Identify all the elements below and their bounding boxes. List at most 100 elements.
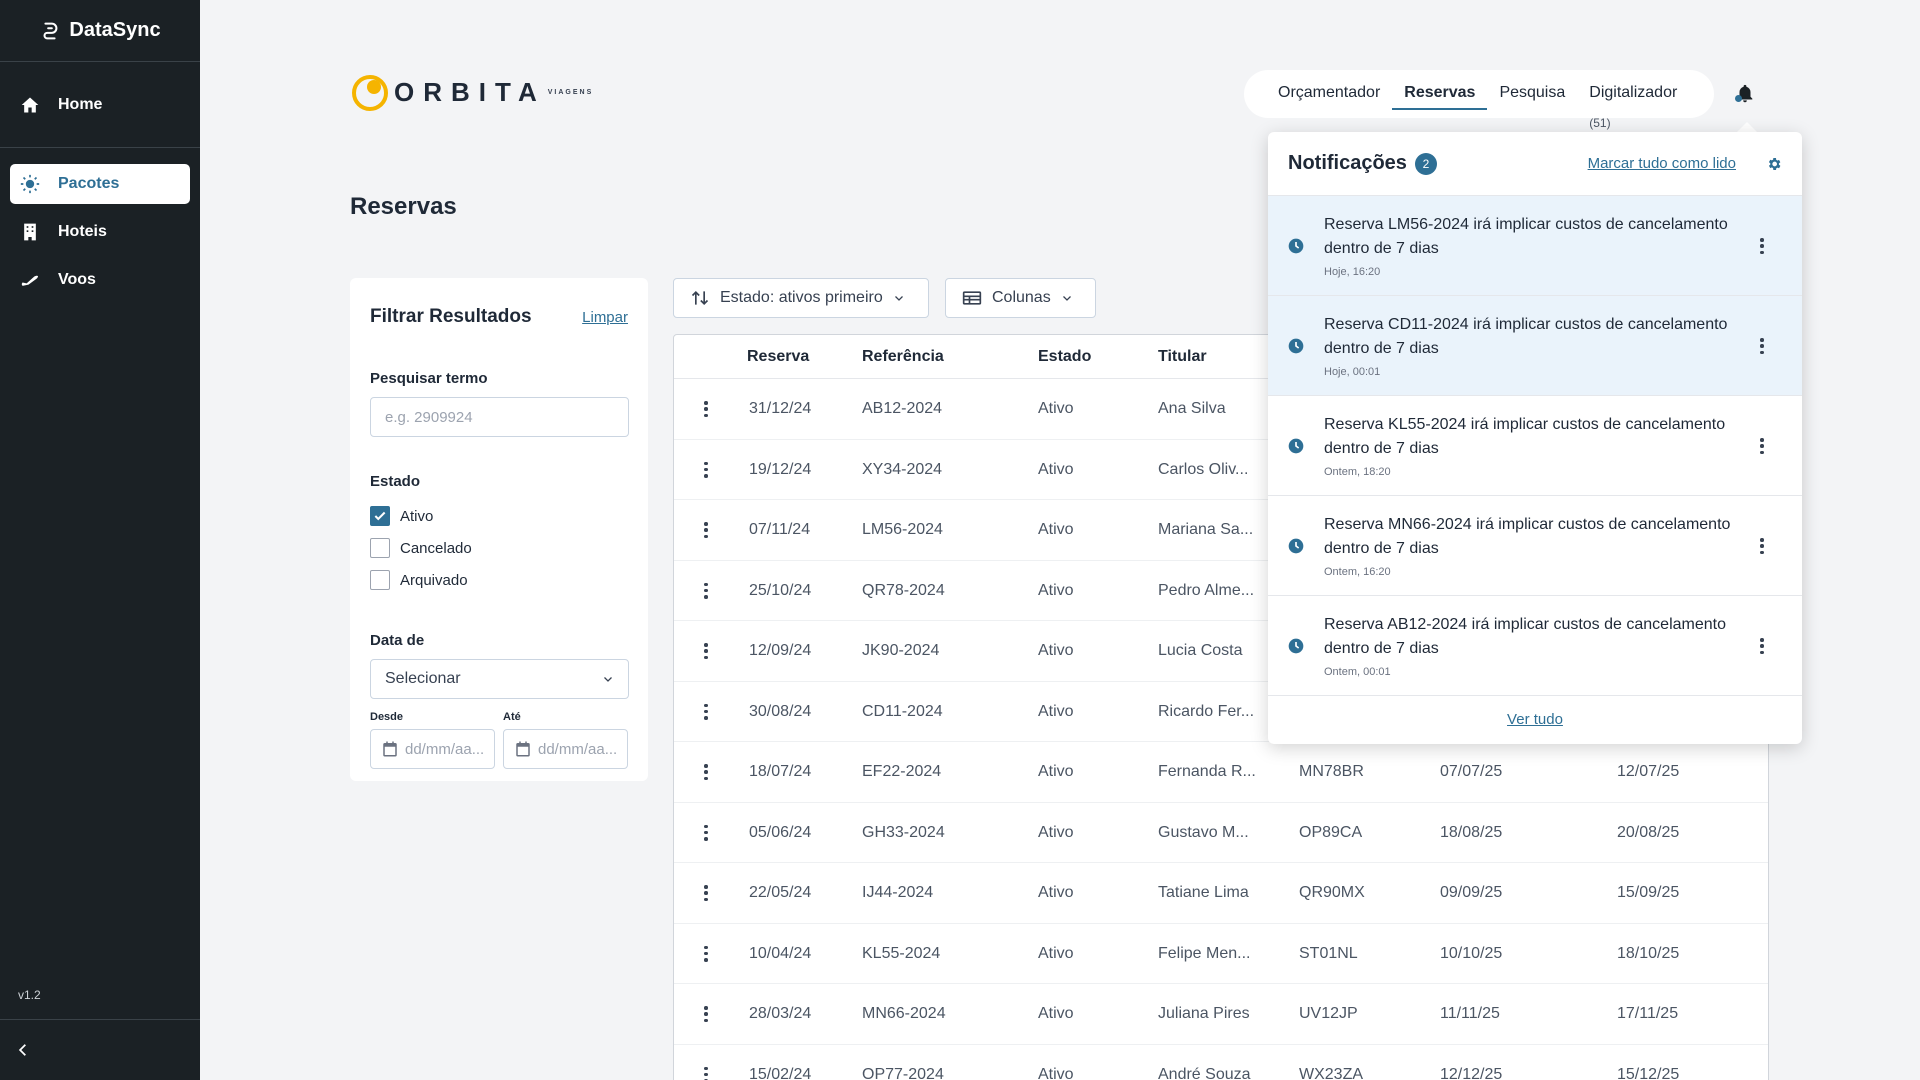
sidebar-item-pacotes[interactable]: Pacotes bbox=[10, 164, 190, 204]
sort-button[interactable]: Estado: ativos primeiro bbox=[673, 278, 929, 318]
orbita-logo[interactable]: ORBITA VIAGENS bbox=[350, 72, 593, 112]
nav-reservas[interactable]: Reservas bbox=[1392, 78, 1488, 110]
table-row[interactable]: 22/05/24 IJ44-2024 Ativo Tatiane Lima QR90MX… bbox=[674, 863, 1768, 924]
sidebar-item-label: Pacotes bbox=[58, 175, 120, 192]
cell-d2: 18/10/25 bbox=[1617, 944, 1680, 962]
cell-d2: 15/12/25 bbox=[1617, 1065, 1680, 1080]
cell-ref: AB12-2024 bbox=[862, 400, 943, 417]
sidebar-brand[interactable]: DataSync bbox=[0, 0, 200, 62]
columns-button[interactable]: Colunas bbox=[945, 278, 1096, 318]
nav-digitalizador[interactable]: Digitalizador (51) bbox=[1577, 78, 1714, 130]
table-row[interactable]: 15/02/24 OP77-2024 Ativo André Souza WX23ZA 1… bbox=[674, 1045, 1768, 1080]
notification-actions-icon[interactable] bbox=[1758, 336, 1766, 356]
table-row[interactable]: 07/11/24 LM56-2024 Ativo Mariana Sa... bbox=[674, 500, 1768, 561]
column-header-reserva[interactable]: Reserva bbox=[747, 348, 810, 365]
row-actions-icon[interactable] bbox=[702, 702, 710, 722]
hotel-icon bbox=[24, 223, 36, 241]
filter-panel: Filtrar Resultados Limpar Pesquisar term… bbox=[350, 278, 648, 781]
page-title: Reservas bbox=[350, 193, 457, 220]
clear-filters-link[interactable]: Limpar bbox=[582, 308, 628, 326]
datasync-logo-icon bbox=[43, 22, 58, 39]
table-body: 31/12/24 AB12-2024 Ativo Ana Silva 19/12/24 X… bbox=[674, 379, 1768, 1080]
nav-pesquisa[interactable]: Pesquisa bbox=[1499, 84, 1566, 101]
clock-icon bbox=[1288, 438, 1304, 454]
cell-reserva: 05/06/24 bbox=[749, 823, 812, 841]
notifications-header: Notificações 2 Marcar tudo como lido bbox=[1268, 132, 1802, 196]
date-type-select[interactable]: Selecionar bbox=[370, 659, 629, 699]
sidebar: DataSync Home Pacotes Hoteis Voos v1.2 bbox=[0, 0, 200, 1080]
columns-label: Colunas bbox=[992, 289, 1051, 306]
notification-item[interactable]: Reserva KL55-2024 irá implicar custos de… bbox=[1268, 396, 1802, 496]
column-header-titular[interactable]: Titular bbox=[1158, 348, 1207, 365]
date-from-input[interactable]: dd/mm/aa... bbox=[370, 729, 495, 769]
row-actions-icon[interactable] bbox=[702, 460, 710, 480]
sidebar-item-home[interactable]: Home bbox=[0, 62, 200, 148]
cell-ref: XY34-2024 bbox=[862, 460, 943, 478]
cell-cod: OP89CA bbox=[1299, 823, 1363, 841]
home-icon bbox=[21, 97, 39, 112]
checkbox-unchecked-icon bbox=[370, 570, 390, 590]
sidebar-item-hoteis[interactable]: Hoteis bbox=[10, 212, 190, 252]
table-row[interactable]: 30/08/24 CD11-2024 Ativo Ricardo Fer... bbox=[674, 682, 1768, 742]
cell-estado: Ativo bbox=[1038, 763, 1074, 780]
search-input[interactable] bbox=[370, 397, 629, 437]
cell-reserva: 10/04/24 bbox=[749, 944, 812, 962]
notifications-footer: Ver tudo bbox=[1268, 696, 1802, 742]
table-row[interactable]: 18/07/24 EF22-2024 Ativo Fernanda R... MN78B… bbox=[674, 742, 1768, 803]
table-row[interactable]: 19/12/24 XY34-2024 Ativo Carlos Oliv... bbox=[674, 440, 1768, 500]
row-actions-icon[interactable] bbox=[702, 581, 710, 601]
checkbox-unchecked-icon bbox=[370, 538, 390, 558]
row-actions-icon[interactable] bbox=[702, 1004, 710, 1024]
notification-actions-icon[interactable] bbox=[1758, 236, 1766, 256]
column-header-referencia[interactable]: Referência bbox=[862, 348, 944, 365]
notification-time: Hoje, 16:20 bbox=[1324, 266, 1381, 278]
notification-actions-icon[interactable] bbox=[1758, 536, 1766, 556]
clock-icon bbox=[1288, 338, 1304, 354]
cell-d2: 15/09/25 bbox=[1617, 884, 1680, 901]
table-row[interactable]: 12/09/24 JK90-2024 Ativo Lucia Costa bbox=[674, 621, 1768, 682]
notification-text: Reserva CD11-2024 irá implicar custos de… bbox=[1324, 316, 1728, 357]
notification-item[interactable]: Reserva MN66-2024 irá implicar custos de… bbox=[1268, 496, 1802, 596]
row-actions-icon[interactable] bbox=[702, 520, 710, 540]
row-actions-icon[interactable] bbox=[702, 823, 710, 843]
calendar-icon bbox=[383, 741, 397, 757]
table-row[interactable]: 25/10/24 QR78-2024 Ativo Pedro Alme... bbox=[674, 561, 1768, 621]
nav-digitalizador-label: Digitalizador bbox=[1589, 84, 1678, 101]
date-to-input[interactable]: dd/mm/aa... bbox=[503, 729, 628, 769]
nav-orcamentador[interactable]: Orçamentador bbox=[1278, 84, 1381, 101]
row-actions-icon[interactable] bbox=[702, 944, 710, 964]
cell-estado: Ativo bbox=[1038, 642, 1074, 659]
checkbox-arquivado[interactable]: Arquivado bbox=[370, 564, 628, 596]
view-all-link[interactable]: Ver tudo bbox=[1507, 710, 1563, 728]
cell-d1: 12/12/25 bbox=[1440, 1065, 1503, 1080]
row-actions-icon[interactable] bbox=[702, 1065, 710, 1080]
checkbox-ativo[interactable]: Ativo bbox=[370, 500, 628, 532]
bell-icon[interactable] bbox=[1734, 82, 1756, 106]
row-actions-icon[interactable] bbox=[702, 399, 710, 419]
notification-item[interactable]: Reserva LM56-2024 irá implicar custos de… bbox=[1268, 196, 1802, 296]
gear-icon[interactable] bbox=[1766, 156, 1782, 172]
notification-text: Reserva MN66-2024 irá implicar custos de… bbox=[1324, 516, 1731, 557]
estado-label: Estado bbox=[370, 473, 421, 490]
cell-reserva: 07/11/24 bbox=[749, 521, 811, 538]
row-actions-icon[interactable] bbox=[702, 762, 710, 782]
checkbox-cancelado[interactable]: Cancelado bbox=[370, 532, 628, 564]
notification-actions-icon[interactable] bbox=[1758, 436, 1766, 456]
notification-actions-icon[interactable] bbox=[1758, 636, 1766, 656]
cell-estado: Ativo bbox=[1038, 460, 1074, 478]
sidebar-item-voos[interactable]: Voos bbox=[10, 260, 190, 300]
cell-titular: Gustavo M... bbox=[1158, 823, 1249, 841]
notification-item[interactable]: Reserva AB12-2024 irá implicar custos de… bbox=[1268, 596, 1802, 696]
table-row[interactable]: 05/06/24 GH33-2024 Ativo Gustavo M... OP89CA… bbox=[674, 803, 1768, 863]
table-row[interactable]: 31/12/24 AB12-2024 Ativo Ana Silva bbox=[674, 379, 1768, 440]
row-actions-icon[interactable] bbox=[702, 883, 710, 903]
table-row[interactable]: 10/04/24 KL55-2024 Ativo Felipe Men... ST01N… bbox=[674, 924, 1768, 984]
desde-label: Desde bbox=[370, 711, 404, 723]
collapse-sidebar-button[interactable] bbox=[0, 1019, 200, 1080]
sidebar-item-label: Hoteis bbox=[58, 223, 107, 240]
column-header-estado[interactable]: Estado bbox=[1038, 348, 1092, 365]
mark-all-read-link[interactable]: Marcar tudo como lido bbox=[1587, 155, 1736, 172]
row-actions-icon[interactable] bbox=[702, 641, 710, 661]
table-row[interactable]: 28/03/24 MN66-2024 Ativo Juliana Pires UV12J… bbox=[674, 984, 1768, 1045]
notification-item[interactable]: Reserva CD11-2024 irá implicar custos de… bbox=[1268, 296, 1802, 396]
